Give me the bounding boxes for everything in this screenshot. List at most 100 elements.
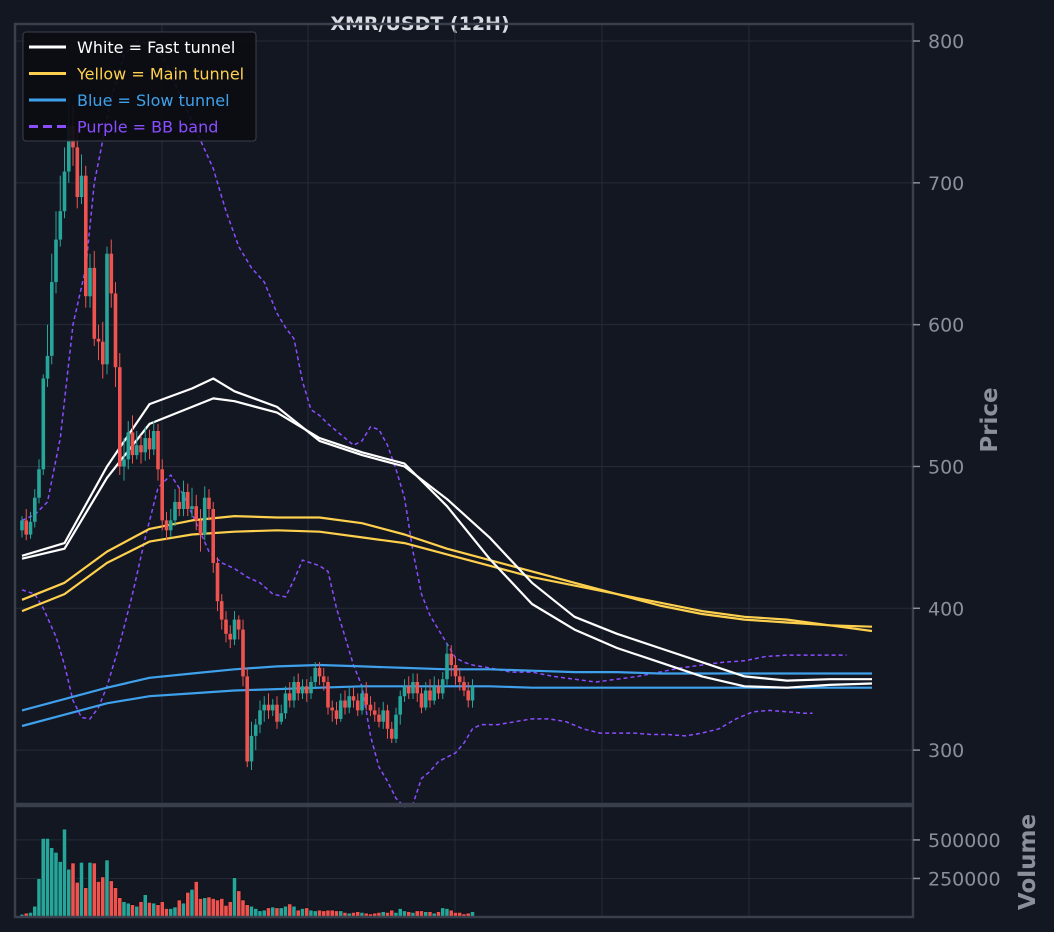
volume-bar xyxy=(117,897,123,918)
candle xyxy=(275,696,279,729)
candle-body xyxy=(406,686,411,694)
candle-body xyxy=(445,653,449,680)
candle xyxy=(296,673,300,701)
candle-body xyxy=(317,667,322,677)
volume-bar xyxy=(74,881,80,918)
candle-body xyxy=(283,693,288,714)
candle-body xyxy=(75,147,80,197)
price-axis-title: Price xyxy=(977,387,1003,452)
candle-body xyxy=(232,619,237,640)
candle xyxy=(96,324,101,361)
candle xyxy=(402,679,407,702)
candle-body xyxy=(177,501,181,509)
candle xyxy=(101,321,105,379)
candle xyxy=(292,676,296,708)
volume-bar xyxy=(253,908,259,918)
price-axis: 300 400 500 600 700 800 xyxy=(913,31,964,762)
candle xyxy=(173,489,177,527)
fast-tunnel-lower-line xyxy=(21,397,873,689)
candle-body xyxy=(130,432,135,456)
candle-body xyxy=(275,704,279,722)
candle-body xyxy=(304,686,309,694)
candle-body xyxy=(253,724,258,736)
candle xyxy=(24,509,28,541)
candle-body xyxy=(338,700,343,719)
candle-body xyxy=(470,686,475,701)
candle-body xyxy=(58,211,63,240)
candle xyxy=(432,676,436,705)
price-tick-label: 400 xyxy=(928,598,964,620)
candle xyxy=(360,684,364,715)
candle-body xyxy=(270,704,275,711)
volume-bar xyxy=(223,905,229,918)
candle xyxy=(470,679,475,708)
candle-body xyxy=(453,665,458,677)
candle-body xyxy=(134,445,139,456)
volume-bar xyxy=(100,876,106,918)
candle xyxy=(351,687,356,708)
candle xyxy=(79,154,84,205)
candle xyxy=(224,611,228,643)
legend-entry: Blue = Slow tunnel xyxy=(29,91,230,110)
candle xyxy=(406,676,411,700)
candle xyxy=(419,687,424,714)
candle-body xyxy=(457,676,462,683)
candle xyxy=(270,699,275,717)
volume-bar xyxy=(244,904,250,918)
candle-body xyxy=(224,619,228,634)
candle xyxy=(219,594,224,630)
volume-panel-frame xyxy=(13,804,915,919)
candle-body xyxy=(160,469,164,521)
candle-body xyxy=(334,710,339,719)
candle xyxy=(113,282,118,388)
candle-body xyxy=(236,619,241,630)
candle xyxy=(92,250,97,346)
candle xyxy=(177,487,181,517)
price-tick-label: 300 xyxy=(928,740,964,762)
candle xyxy=(377,707,381,728)
candle-body xyxy=(126,432,131,460)
candle-body xyxy=(28,521,33,535)
candle xyxy=(355,693,360,717)
candle-body xyxy=(198,520,203,535)
volume-bar xyxy=(202,897,208,918)
candle-body xyxy=(228,633,232,640)
candle xyxy=(436,679,441,700)
candle xyxy=(241,619,245,687)
candle xyxy=(143,426,147,461)
candle-body xyxy=(249,735,254,762)
candle xyxy=(245,667,249,768)
volume-bar xyxy=(283,905,288,918)
candle-body xyxy=(411,682,415,694)
volume-bar xyxy=(236,890,242,918)
candle-body xyxy=(215,562,220,602)
volume-bar xyxy=(159,901,165,918)
candle xyxy=(338,693,343,722)
candle-body xyxy=(113,293,118,368)
candle-body xyxy=(190,506,194,509)
candle xyxy=(88,253,92,308)
candle xyxy=(266,693,271,719)
volume-bar xyxy=(440,907,446,918)
volume-bar xyxy=(57,861,63,918)
volume-bar xyxy=(142,894,148,918)
candle-body xyxy=(330,707,334,711)
candle xyxy=(147,429,152,460)
candle xyxy=(343,690,347,715)
volume-bar xyxy=(104,859,110,918)
legend-entry: Purple = BB band xyxy=(29,118,218,137)
candle xyxy=(330,700,334,722)
candle xyxy=(33,489,37,528)
volume-bar xyxy=(215,899,220,918)
main-tunnel-upper-line xyxy=(21,514,873,628)
candle-body xyxy=(173,501,177,521)
candle-body xyxy=(151,431,156,450)
volume-axis: 250000 500000 xyxy=(913,830,1001,891)
volume-bar xyxy=(232,877,237,918)
candle xyxy=(321,667,326,691)
bb-band-lines xyxy=(21,40,847,808)
candle-body xyxy=(343,700,347,708)
volume-bar xyxy=(79,861,84,918)
candle-body xyxy=(347,696,351,708)
